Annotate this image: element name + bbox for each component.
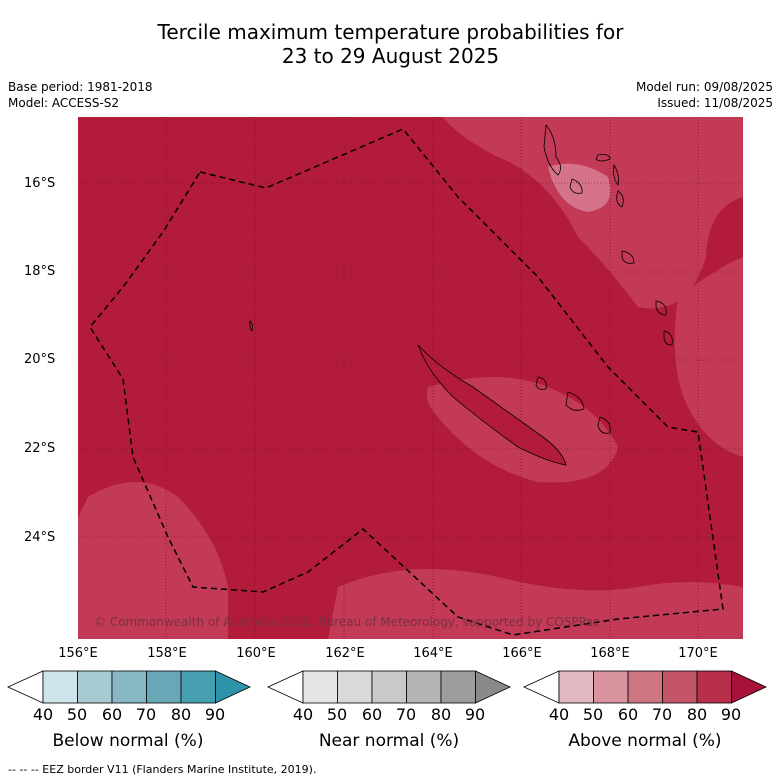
loyalty-island-3 xyxy=(597,416,611,434)
graticule xyxy=(78,117,743,639)
near-normal-swatch xyxy=(371,670,407,704)
below-normal-label: Below normal (%) xyxy=(52,731,204,751)
above-tick-40: 40 xyxy=(548,705,570,724)
eez-footnote: -- -- -- EEZ border V11 (Flanders Marine… xyxy=(8,763,317,776)
below-tick-90: 90 xyxy=(204,705,226,724)
above-normal-swatch xyxy=(627,670,663,704)
near-tick-90: 90 xyxy=(464,705,486,724)
above-normal-swatch xyxy=(558,670,594,704)
region-70-80-south-west xyxy=(78,482,228,639)
lat-label-16s: 16°S xyxy=(24,176,56,191)
vanuatu-island-4 xyxy=(613,163,619,186)
near-normal-swatch xyxy=(475,670,511,704)
vanuatu-island-5 xyxy=(616,190,624,208)
region-70-80-south xyxy=(328,569,743,639)
base-period: Base period: 1981-2018 xyxy=(8,80,153,94)
vanuatu-island-7 xyxy=(655,300,667,316)
probability-map xyxy=(78,117,743,639)
below-normal-swatch xyxy=(77,670,113,704)
vanuatu-island-3 xyxy=(595,154,611,162)
above-normal-swatch xyxy=(593,670,629,704)
lon-label-156e: 156°E xyxy=(58,646,98,661)
below-normal-swatch xyxy=(180,670,216,704)
map-title-line2: 23 to 29 August 2025 xyxy=(281,44,500,68)
vanuatu-island-1 xyxy=(543,124,561,176)
above-tick-50: 50 xyxy=(582,705,604,724)
model-name: Model: ACCESS-S2 xyxy=(8,96,120,110)
below-tick-80: 80 xyxy=(170,705,192,724)
below-normal-swatch xyxy=(42,670,78,704)
above-normal-swatch xyxy=(662,670,698,704)
above-tick-80: 80 xyxy=(686,705,708,724)
below-tick-60: 60 xyxy=(101,705,123,724)
region-70-80-east xyxy=(674,257,743,457)
below-normal-swatch xyxy=(111,670,147,704)
vanuatu-island-2 xyxy=(569,178,583,194)
region-70-80-north-east xyxy=(443,117,743,309)
lat-label-20s: 20°S xyxy=(24,352,56,367)
vanuatu-island-6 xyxy=(621,250,635,264)
loyalty-island-1 xyxy=(535,376,547,390)
near-normal-swatch xyxy=(337,670,373,704)
near-normal-label: Near normal (%) xyxy=(318,731,460,751)
vanuatu-island-8 xyxy=(663,330,673,346)
below-normal-swatch xyxy=(146,670,182,704)
lon-label-160e: 160°E xyxy=(236,646,276,661)
above-normal-swatch xyxy=(696,670,732,704)
near-tick-50: 50 xyxy=(326,705,348,724)
lat-label-18s: 18°S xyxy=(24,264,56,279)
near-tick-70: 70 xyxy=(395,705,417,724)
lon-label-158e: 158°E xyxy=(147,646,187,661)
above-tick-90: 90 xyxy=(720,705,742,724)
near-tick-40: 40 xyxy=(292,705,314,724)
near-tick-80: 80 xyxy=(430,705,452,724)
below-tick-40: 40 xyxy=(32,705,54,724)
near-normal-swatch xyxy=(302,670,338,704)
colorbar-above-normal xyxy=(523,670,767,704)
below-tick-70: 70 xyxy=(135,705,157,724)
map-title-line1: Tercile maximum temperature probabilitie… xyxy=(157,20,624,44)
above-tick-60: 60 xyxy=(617,705,639,724)
issued-date: Issued: 11/08/2025 xyxy=(657,96,773,110)
near-normal-swatch xyxy=(406,670,442,704)
lat-label-22s: 22°S xyxy=(24,441,56,456)
lat-label-24s: 24°S xyxy=(24,530,56,545)
lon-label-164e: 164°E xyxy=(413,646,453,661)
above-normal-swatch xyxy=(731,670,767,704)
colorbars xyxy=(7,670,767,704)
above-normal-label: Above normal (%) xyxy=(568,731,722,751)
new-caledonia-coastline xyxy=(417,344,567,466)
lon-label-162e: 162°E xyxy=(325,646,365,661)
copyright-notice: © Commonwealth of Australia 2025, Bureau… xyxy=(94,615,600,629)
lon-label-170e: 170°E xyxy=(678,646,718,661)
near-normal-swatch xyxy=(440,670,476,704)
colorbar-below-normal xyxy=(7,670,251,704)
eez-border xyxy=(89,128,724,636)
lon-label-166e: 166°E xyxy=(502,646,542,661)
below-normal-swatch xyxy=(215,670,251,704)
model-run: Model run: 09/08/2025 xyxy=(635,80,773,94)
chesterfield-islands xyxy=(249,320,254,332)
near-tick-60: 60 xyxy=(361,705,383,724)
colorbar-near-normal xyxy=(267,670,511,704)
loyalty-island-2 xyxy=(565,391,585,411)
above-tick-70: 70 xyxy=(651,705,673,724)
below-tick-50: 50 xyxy=(66,705,88,724)
lon-label-168e: 168°E xyxy=(590,646,630,661)
region-60-70 xyxy=(548,163,611,212)
